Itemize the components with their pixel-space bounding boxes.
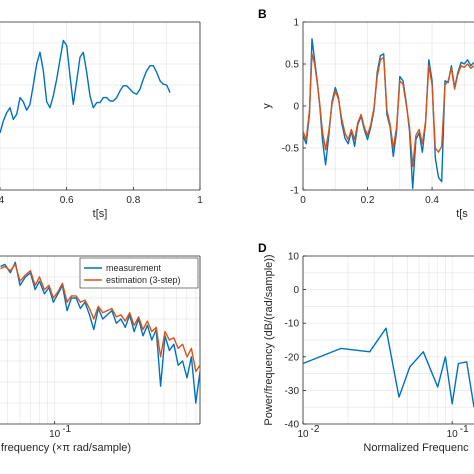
x-tick-label: 10	[297, 429, 309, 440]
panel-a: .4 0.6 0.8 1 t[s]	[0, 21, 203, 220]
y-tick-label: 0	[293, 102, 299, 113]
y-tick-label: -10	[285, 319, 300, 330]
x-tick-label: 10	[49, 429, 61, 440]
x-tick-label: .4	[0, 195, 5, 206]
series-line-blue	[303, 327, 474, 408]
x-tick-label: 1	[197, 195, 203, 206]
x-axis-label: Normalized Frequenc	[363, 442, 469, 454]
series-group	[303, 327, 474, 408]
panel-letter: D	[258, 241, 267, 255]
y-tick-label: 0.5	[285, 60, 299, 71]
series-group	[0, 261, 200, 404]
legend-label: measurement	[106, 263, 162, 273]
grid-group	[0, 22, 200, 190]
y-tick-label: 1	[293, 18, 299, 29]
y-tick-label: 10	[288, 252, 300, 263]
grid-group	[303, 22, 474, 190]
axes-box	[0, 21, 201, 191]
y-tick-label: -1	[290, 186, 299, 197]
x-axis-label: frequency (×π rad/sample)	[1, 442, 131, 454]
series-line-measurement	[0, 261, 200, 404]
panel-b: 0 0.2 0.4 1 0.5 0 -0.5 -1 t[s y B	[258, 7, 474, 220]
grid-group	[303, 256, 474, 424]
panel-letter: B	[258, 7, 267, 21]
series-line-blue	[0, 39, 171, 134]
legend-label: estimation (3-step)	[106, 275, 181, 285]
series-line-red	[303, 53, 474, 168]
series-line-blue	[303, 38, 474, 190]
x-axis-label: t[s	[456, 208, 468, 220]
series-group	[303, 38, 474, 190]
x-tick-label: 0.2	[361, 195, 375, 206]
y-axis-label: Power/frequency (dB/(rad/sample))	[263, 254, 275, 425]
axes-box	[302, 255, 474, 425]
panel-c: 10 -1 frequency (×π rad/sample) measurement…	[0, 255, 201, 454]
x-tick-exponent: -2	[311, 424, 320, 435]
y-tick-label: -0.5	[282, 144, 300, 155]
x-axis-label: t[s]	[93, 208, 108, 220]
y-tick-label: -40	[285, 420, 300, 431]
legend-box	[79, 257, 199, 289]
x-tick-exponent: -1	[460, 424, 469, 435]
series-group	[0, 39, 171, 134]
y-tick-label: -30	[285, 386, 300, 397]
x-tick-label: 0.6	[60, 195, 74, 206]
x-tick-label: 0.8	[126, 195, 140, 206]
x-tick-exponent: -1	[62, 424, 71, 435]
series-line-estimation-3-step-	[0, 263, 200, 373]
y-axis-label: y	[261, 103, 273, 109]
axes-box	[0, 255, 201, 425]
y-tick-label: 0	[293, 285, 299, 296]
y-tick-label: -20	[285, 352, 300, 363]
legend: measurement estimation (3-step)	[79, 257, 199, 289]
x-tick-label: 0	[300, 195, 306, 206]
x-tick-label: 0.4	[425, 195, 439, 206]
x-tick-label: 10	[447, 429, 459, 440]
